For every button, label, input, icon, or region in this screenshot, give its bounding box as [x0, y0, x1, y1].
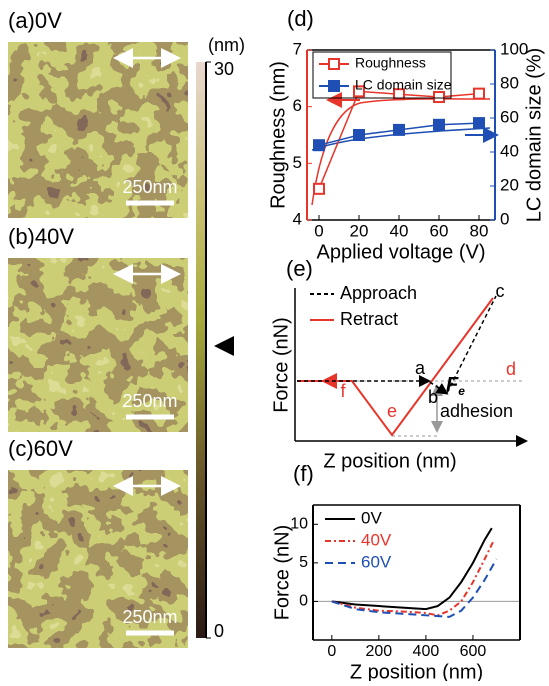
y2-tick-label: 20: [500, 175, 519, 194]
x-tick-label: 200: [366, 643, 393, 660]
x-axis-label: Z position (nm): [350, 661, 483, 681]
data-point: [353, 129, 365, 141]
y2-tick-label: 80: [500, 73, 519, 92]
colorbar-tick-label: 30: [214, 59, 234, 79]
data-point: [473, 117, 485, 130]
point-label: a: [415, 358, 426, 378]
afm-image: [7, 41, 189, 219]
scale-bar-label: 250nm: [122, 391, 177, 411]
data-point: [353, 85, 365, 98]
panel-label: (f): [293, 461, 314, 486]
legend-label: Retract: [340, 309, 398, 329]
force-subscript: e: [458, 384, 465, 398]
legend-label: 0V: [361, 508, 382, 527]
y2-axis-label: LC domain size (%): [523, 48, 545, 223]
fit-curve: [311, 98, 491, 206]
legend-label: Approach: [340, 283, 417, 303]
point-label: e: [387, 401, 397, 421]
colorbar-tick-label: 0: [214, 621, 224, 641]
afm-image: [7, 257, 189, 433]
point-label: b: [428, 387, 438, 407]
x-tick-label: 600: [460, 643, 487, 660]
colorbar-label: (nm): [208, 35, 245, 55]
series-line: [331, 527, 493, 611]
panel-title: (c)60V: [8, 436, 73, 461]
data-point: [473, 87, 485, 100]
y-axis-label: Force (nN): [271, 525, 293, 621]
force-symbol: F: [446, 374, 459, 396]
legend-label: Roughness: [355, 55, 426, 71]
panel-label: (d): [287, 6, 314, 31]
point-label: f: [340, 381, 346, 401]
panel-title: (a)0V: [8, 8, 62, 33]
x-axis-label: Applied voltage (V): [317, 241, 486, 263]
y-axis-label: Force (nN): [270, 317, 292, 413]
panel-label: (e): [286, 256, 313, 281]
legend-box: [312, 51, 452, 99]
legend-marker: [328, 80, 340, 92]
y-tick-label: 6: [293, 96, 302, 115]
y2-tick-label: 60: [500, 107, 519, 126]
legend-label: 40V: [361, 530, 392, 549]
point-label: c: [496, 281, 505, 301]
x-tick-label: 40: [390, 221, 409, 240]
force-label: Fe: [446, 374, 465, 398]
x-axis-label: Z position (nm): [323, 450, 456, 472]
series-line: [331, 558, 498, 618]
y-tick-label: 10: [290, 516, 308, 533]
data-point: [393, 88, 405, 101]
y-tick-label: 4: [293, 209, 302, 228]
x-tick-label: 0: [314, 221, 323, 240]
legend-label: 60V: [361, 552, 392, 571]
data-point: [433, 91, 445, 104]
series-line: [318, 90, 480, 190]
y-tick-label: 7: [293, 39, 302, 58]
data-point: [393, 123, 405, 136]
y2-tick-label: 100: [500, 39, 528, 58]
afm-image: [7, 469, 189, 649]
approach-arrow: [435, 383, 449, 395]
point-label: d: [506, 359, 516, 379]
legend-marker: [328, 58, 340, 70]
legend-label: LC domain size: [355, 77, 452, 93]
scale-bar-label: 250nm: [122, 177, 177, 197]
data-point: [313, 182, 325, 195]
x-tick-label: 400: [413, 643, 440, 660]
adhesion-label: adhesion: [440, 401, 513, 421]
panel-title: (b)40V: [8, 224, 74, 249]
y-tick-label: 5: [293, 153, 302, 172]
data-point: [313, 139, 325, 152]
x-tick-label: 0: [327, 643, 336, 660]
y2-tick-label: 40: [500, 141, 519, 160]
x-tick-label: 20: [350, 221, 369, 240]
x-tick-label: 60: [430, 221, 449, 240]
y2-tick-label: 0: [500, 209, 509, 228]
y-axis-label: Roughness (nm): [267, 61, 289, 209]
y-tick-label: 0: [299, 593, 308, 610]
scale-bar-label: 250nm: [122, 607, 177, 627]
y-tick-label: 5: [299, 554, 308, 571]
x-tick-label: 80: [470, 221, 489, 240]
data-point: [433, 118, 445, 131]
colorbar: [196, 62, 206, 638]
colorbar-pointer: [214, 336, 234, 356]
